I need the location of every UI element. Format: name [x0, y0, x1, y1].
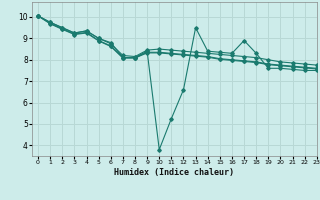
X-axis label: Humidex (Indice chaleur): Humidex (Indice chaleur)	[115, 168, 234, 177]
